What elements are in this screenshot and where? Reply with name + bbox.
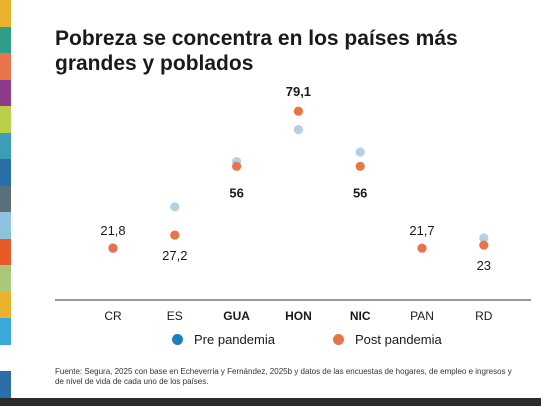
x-tick-label: RD — [475, 309, 493, 323]
bottom-bar — [0, 398, 541, 406]
color-stripe — [0, 0, 11, 398]
pre-pandemia-point — [170, 202, 180, 212]
legend-item-post: Post pandemia — [333, 332, 442, 347]
stripe-band — [0, 26, 11, 54]
legend-post-label: Post pandemia — [355, 332, 442, 347]
x-tick-label: ES — [167, 309, 183, 323]
x-tick-label: HON — [285, 309, 312, 323]
stripe-band — [0, 212, 11, 239]
stripe-band — [0, 344, 11, 372]
legend-item-pre: Pre pandemia — [172, 332, 275, 347]
post-pandemia-point — [479, 240, 489, 250]
stripe-band — [0, 53, 11, 80]
stripe-band — [0, 132, 11, 160]
post-pandemia-point — [417, 243, 427, 253]
stripe-band — [0, 185, 11, 213]
data-label: 79,1 — [286, 84, 311, 99]
x-tick-label: GUA — [223, 309, 250, 323]
pre-pandemia-point — [479, 233, 489, 243]
legend: Pre pandemia Post pandemia — [0, 332, 541, 352]
data-label: 56 — [229, 185, 243, 200]
stripe-band — [0, 291, 11, 319]
pre-pandemia-point — [293, 124, 303, 135]
post-pandemia-point — [108, 243, 118, 253]
pre-pandemia-point — [355, 147, 365, 157]
legend-pre-label: Pre pandemia — [194, 332, 275, 347]
stripe-band — [0, 238, 11, 266]
dot-plot: CR ES GUA HON NIC PAN RD 21,8 27,2 56 79,1 56 21,7 23 — [55, 84, 531, 323]
data-label: 23 — [477, 258, 491, 273]
data-label: 21,8 — [100, 223, 125, 238]
legend-pre-marker — [172, 334, 183, 345]
stripe-band — [0, 159, 11, 186]
stripe-band — [0, 0, 11, 27]
post-pandemia-point — [170, 230, 180, 240]
data-label: 27,2 — [162, 248, 187, 263]
stripe-band — [0, 371, 11, 398]
legend-post-marker — [333, 334, 344, 345]
x-tick-label: CR — [104, 309, 122, 323]
chart-title: Pobreza se concentra en los países más g… — [55, 27, 458, 75]
post-pandemia-point — [355, 161, 365, 171]
stripe-band — [0, 106, 11, 133]
source-note: Fuente: Segura, 2025 con base en Echever… — [55, 367, 512, 386]
stripe-band — [0, 318, 11, 345]
x-tick-label: PAN — [410, 309, 434, 323]
stripe-band — [0, 265, 11, 292]
post-pandemia-point — [232, 161, 242, 171]
x-tick-label: NIC — [350, 309, 371, 323]
data-label: 56 — [353, 185, 367, 200]
data-label: 21,7 — [409, 223, 434, 238]
stripe-band — [0, 79, 11, 107]
post-pandemia-point — [293, 106, 303, 116]
